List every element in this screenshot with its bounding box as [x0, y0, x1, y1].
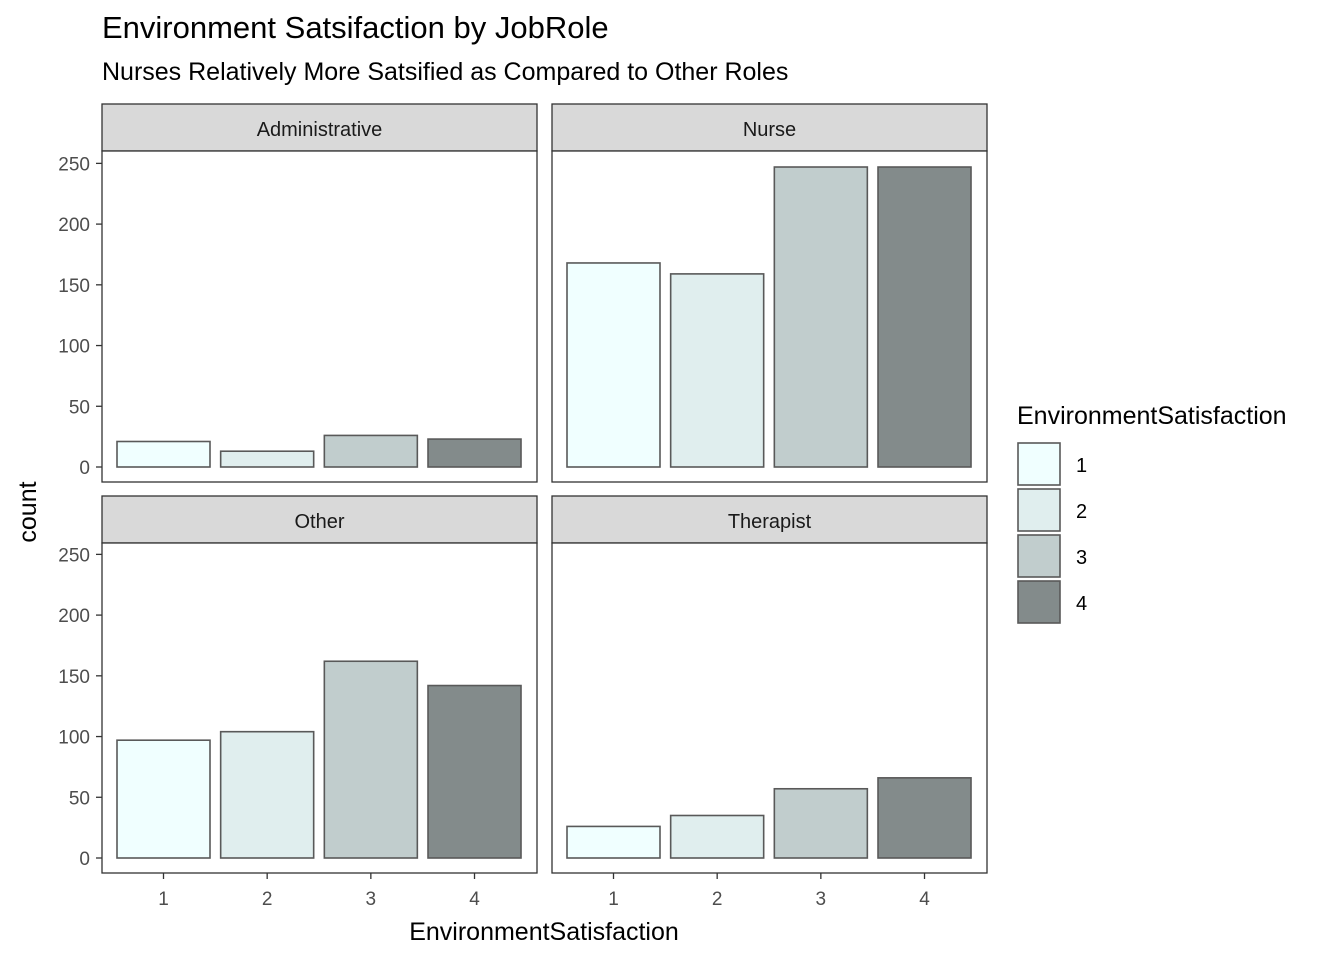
bar: [323, 660, 419, 859]
facet-label: Nurse: [743, 119, 796, 141]
bar: [877, 777, 972, 859]
y-tick-label: 50: [69, 788, 90, 809]
bar: [427, 438, 522, 468]
facet-strip: [101, 495, 538, 544]
x-tick-label: 1: [158, 889, 169, 910]
y-tick-label: 250: [58, 545, 90, 566]
facet-label: Administrative: [257, 119, 383, 141]
bar: [566, 262, 661, 468]
bar: [116, 440, 211, 468]
facet-label: Other: [294, 511, 344, 533]
legend-key: [1017, 534, 1061, 578]
y-tick-label: 250: [58, 154, 90, 175]
x-tick-label: 2: [262, 889, 273, 910]
y-tick-label: 100: [58, 337, 90, 358]
bar: [669, 273, 765, 468]
x-tick-label: 1: [608, 889, 619, 910]
legend-title: EnvironmentSatisfaction: [1017, 402, 1287, 430]
x-tick-label: 4: [919, 889, 930, 910]
facet-strip: [551, 103, 988, 152]
facet-label: Therapist: [728, 511, 812, 533]
x-tick-label: 3: [366, 889, 377, 910]
y-tick-label: 200: [58, 215, 90, 236]
bar: [219, 730, 315, 859]
bar: [773, 787, 869, 859]
bar: [219, 450, 315, 468]
y-tick-label: 0: [79, 849, 90, 870]
chart-title: Environment Satsifaction by JobRole: [102, 10, 609, 45]
chart-subtitle: Nurses Relatively More Satsified as Comp…: [102, 58, 789, 86]
y-tick-label: 150: [58, 276, 90, 297]
bar: [669, 814, 765, 859]
x-tick-label: 4: [469, 889, 480, 910]
x-tick-label: 3: [816, 889, 827, 910]
legend-key: [1017, 580, 1061, 624]
legend-key: [1017, 488, 1061, 532]
y-tick-label: 200: [58, 606, 90, 627]
facet-panel: [101, 150, 538, 483]
y-tick-label: 100: [58, 728, 90, 749]
bar: [427, 684, 522, 859]
bar: [323, 434, 419, 468]
x-axis-title: EnvironmentSatisfaction: [409, 918, 679, 946]
legend-label: 2: [1076, 501, 1087, 523]
legend-label: 1: [1076, 455, 1087, 477]
x-tick-label: 2: [712, 889, 723, 910]
y-tick-label: 150: [58, 667, 90, 688]
bar: [877, 166, 972, 468]
facet-strip: [551, 495, 988, 544]
legend-label: 4: [1076, 593, 1087, 615]
y-tick-label: 50: [69, 397, 90, 418]
bar: [773, 166, 869, 468]
bar: [566, 825, 661, 859]
legend-key: [1017, 442, 1061, 486]
bar: [116, 739, 211, 859]
legend-label: 3: [1076, 547, 1087, 569]
y-tick-label: 0: [79, 458, 90, 479]
y-axis-title: count: [14, 481, 42, 542]
